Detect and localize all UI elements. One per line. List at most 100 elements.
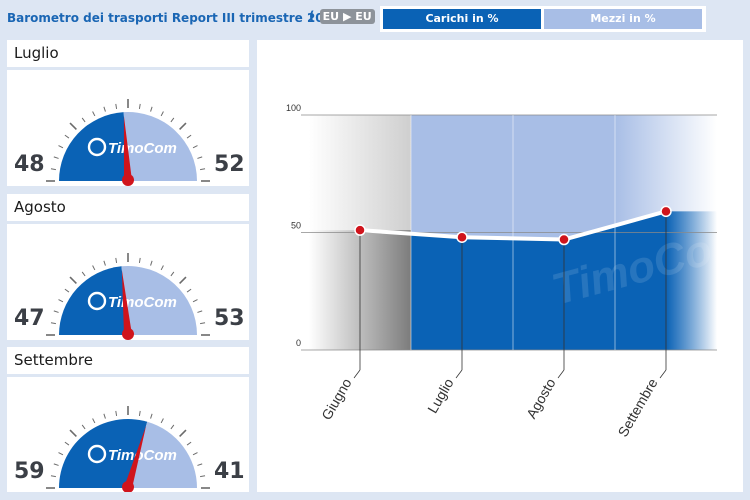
gauge-tick (115, 410, 118, 416)
gauge-right-value: 52 (214, 152, 245, 177)
gauge-tick (192, 145, 198, 149)
gauge-tick (197, 310, 203, 313)
gauge-mezzi-sector (121, 266, 197, 335)
page-title: Barometro dei trasporti Report III trime… (7, 11, 341, 25)
route-open-paren: ( (309, 9, 315, 23)
gauge-tick (69, 122, 77, 130)
gauge-tick (81, 271, 86, 277)
gauge-tick (179, 122, 187, 130)
y-tick-label: 50 (291, 221, 301, 231)
category-tick (353, 369, 361, 379)
tab-mezzi[interactable]: Mezzi in % (544, 9, 702, 29)
gauge-agosto: TimoCom 47 53 (7, 224, 249, 340)
gauge-tick (92, 418, 96, 424)
gauge-tick (103, 106, 106, 112)
gauge-tick (58, 145, 64, 149)
gauge-tick (170, 117, 175, 123)
gauge-tick (170, 271, 175, 277)
gauge-needle-hub (122, 328, 134, 340)
gauge-mezzi-sector (123, 112, 197, 181)
route-to: EU (355, 10, 372, 23)
gauge-left-value: 59 (14, 459, 45, 484)
gauge-carichi-sector (59, 266, 128, 335)
gauge-tick (69, 276, 77, 284)
gauge-settembre: TimoCom 59 41 (7, 377, 249, 492)
category-label: Giugno (318, 375, 355, 422)
gauge-tick (150, 413, 153, 419)
gauge-tick (69, 429, 77, 437)
gauge-tick (200, 322, 206, 325)
gauge-tick (53, 156, 59, 159)
gauge-tick (186, 288, 192, 293)
gauge-tick (92, 111, 96, 117)
y-tick-label: 0 (296, 338, 301, 348)
gauge-needle (124, 425, 147, 490)
gauge-tick (150, 260, 153, 266)
gauge-tick (58, 452, 64, 456)
route-indicator: ( EU ▶ EU ) (309, 9, 385, 29)
gauge-tick (81, 424, 86, 430)
data-point (456, 231, 468, 243)
gauge-needle (123, 116, 132, 182)
gauge-tick (138, 257, 141, 263)
gauge-tick (138, 410, 141, 416)
gauge-tick (58, 299, 64, 303)
gauge-tick (197, 156, 203, 159)
logo-text: TimoCom (108, 140, 177, 157)
gauge-tick (92, 265, 96, 271)
gauge-tick (160, 111, 164, 117)
gauge-tick (103, 260, 106, 266)
gauge-tick (186, 134, 192, 139)
gauge-tick (197, 463, 203, 466)
gauge-tick (192, 299, 198, 303)
category-label: Agosto (523, 375, 559, 421)
logo-ring (87, 291, 107, 311)
gauge-dial: TimoCom (46, 99, 210, 186)
gauge-carichi-sector (59, 419, 148, 488)
gauge-tick (64, 441, 70, 446)
gauge-carichi-sector (59, 112, 128, 181)
gauge-tick (179, 429, 187, 437)
month-title-agosto: Agosto (7, 194, 249, 221)
gauge-mezzi-sector (128, 421, 197, 488)
gauge-tick (50, 322, 56, 325)
gauge-tick (81, 117, 86, 123)
gauge-tick (200, 168, 206, 171)
route-chip: EU ▶ EU (319, 9, 375, 24)
gauge-right-value: 53 (214, 306, 245, 331)
gauge-luglio: TimoCom 48 52 (7, 70, 249, 186)
tab-carichi[interactable]: Carichi in % (383, 9, 541, 29)
logo-text: TimoCom (108, 294, 177, 311)
header-bar: Barometro dei trasporti Report III trime… (0, 0, 750, 36)
y-tick-label: 100 (286, 103, 301, 113)
gauge-left-value: 48 (14, 152, 45, 177)
gauge-tick (53, 310, 59, 313)
gauge-tick (170, 424, 175, 430)
gauge-tick (115, 257, 118, 263)
gauge-dial: TimoCom (46, 406, 210, 492)
gauge-needle-hub (122, 174, 134, 186)
gauge-tick (192, 452, 198, 456)
gauge-tick (138, 103, 141, 109)
route-arrow-icon: ▶ (342, 10, 352, 23)
gauge-right-value: 41 (214, 459, 245, 484)
gauge-tick (186, 441, 192, 446)
logo-text: TimoCom (108, 447, 177, 464)
category-tick (557, 369, 565, 379)
gauge-tick (53, 463, 59, 466)
area-carichi-fade (666, 211, 717, 350)
gauge-tick (200, 475, 206, 478)
logo-ring (87, 444, 107, 464)
chart-panel: 0 50 100 TimoCom Giugno Luglio Agosto Settembre (257, 40, 750, 492)
gauge-needle-hub (122, 481, 134, 492)
gauge-tick (50, 475, 56, 478)
gauge-tick (103, 413, 106, 419)
timocom-logo-icon: TimoCom (87, 444, 177, 464)
gauge-tick (160, 265, 164, 271)
gauge-tick (179, 276, 187, 284)
gauge-left-value: 47 (14, 306, 45, 331)
data-point (558, 233, 570, 246)
area-carichi (411, 211, 666, 350)
gauge-tick (160, 418, 164, 424)
